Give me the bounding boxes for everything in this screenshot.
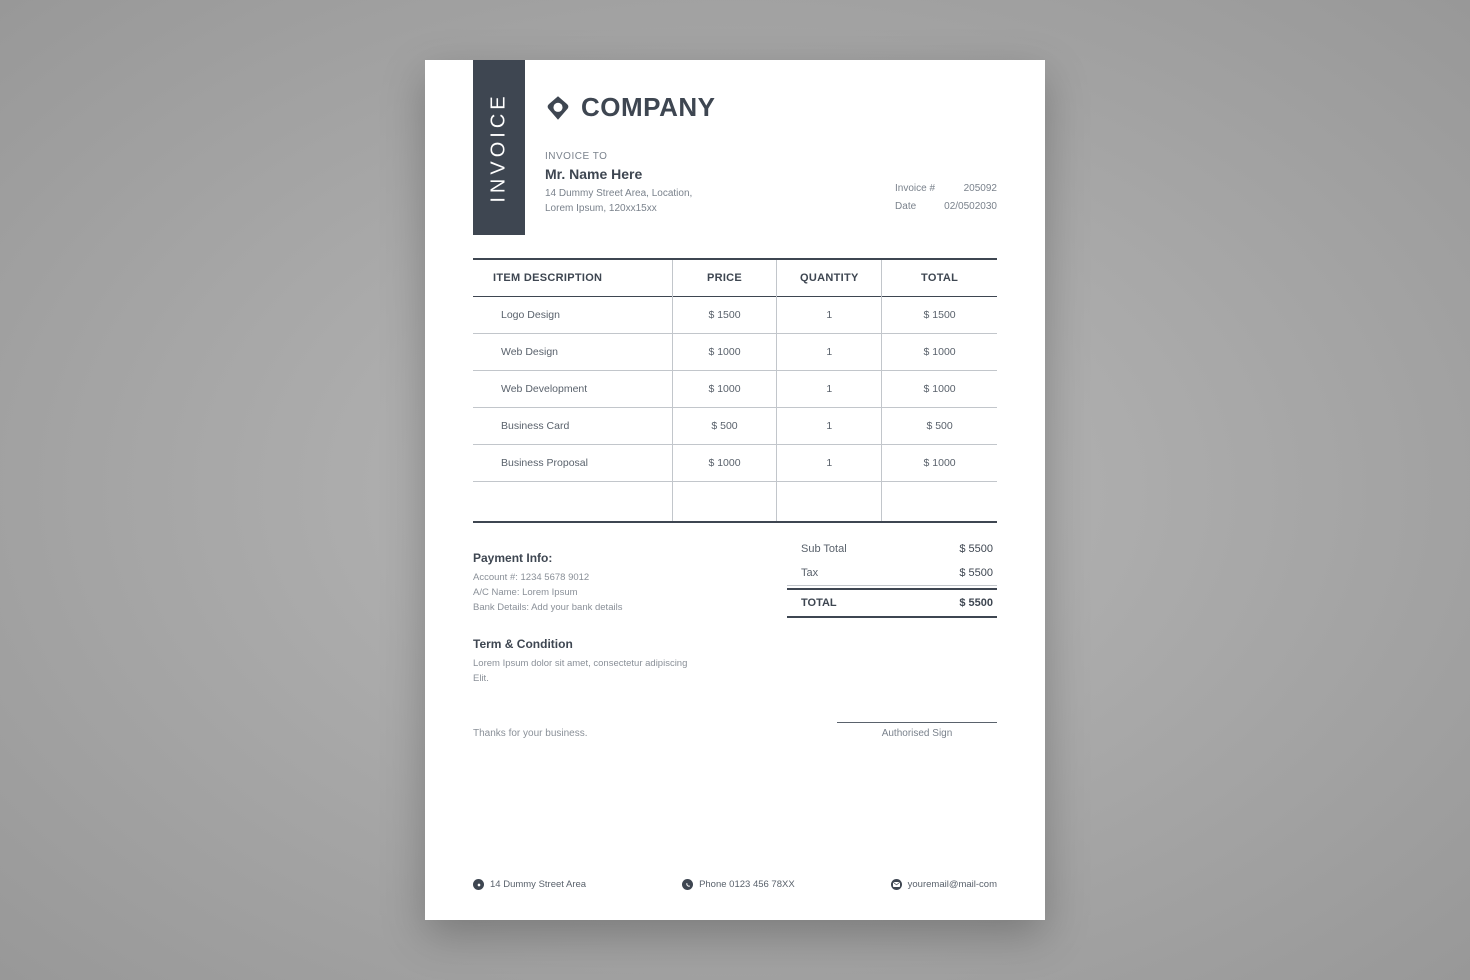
table-row: Web Development $ 1000 1 $ 1000 [473, 371, 997, 408]
phone-icon [682, 879, 693, 890]
items-table: ITEM DESCRIPTION PRICE QUANTITY TOTAL Lo… [473, 258, 997, 523]
company-name: COMPANY [581, 92, 715, 123]
col-total: TOTAL [882, 259, 997, 297]
payment-heading: Payment Info: [473, 551, 757, 565]
cell-qty: 1 [777, 445, 882, 482]
footer-email: youremail@mail-com [891, 879, 997, 890]
cell-qty: 1 [777, 297, 882, 334]
brand: COMPANY [545, 92, 997, 123]
footer-address: 14 Dummy Street Area [473, 879, 586, 890]
footer-address-text: 14 Dummy Street Area [490, 879, 586, 890]
grand-total-label: TOTAL [801, 597, 837, 609]
footer: 14 Dummy Street Area Phone 0123 456 78XX… [473, 879, 997, 890]
bill-to-address-2: Lorem Ipsum, 120xx15xx [545, 201, 692, 216]
cell-qty: 1 [777, 408, 882, 445]
terms-body: Lorem Ipsum dolor sit amet, consectetur … [473, 656, 693, 686]
subtotal-value: $ 5500 [959, 543, 993, 555]
bill-to-address-1: 14 Dummy Street Area, Location, [545, 186, 692, 201]
cell-qty: 1 [777, 371, 882, 408]
meta-row: INVOICE TO Mr. Name Here 14 Dummy Street… [545, 151, 997, 216]
terms-heading: Term & Condition [473, 637, 757, 651]
tax-row: Tax $ 5500 [787, 561, 997, 586]
below-section: Payment Info: Account #: 1234 5678 9012 … [473, 537, 997, 687]
invoice-tab-label: INVOICE [488, 92, 511, 202]
bill-to: INVOICE TO Mr. Name Here 14 Dummy Street… [545, 151, 692, 216]
payment-line-2: A/C Name: Lorem Ipsum [473, 585, 757, 600]
payment-line-1: Account #: 1234 5678 9012 [473, 570, 757, 585]
left-column: Payment Info: Account #: 1234 5678 9012 … [473, 537, 757, 687]
cell-price: $ 1000 [672, 334, 777, 371]
footer-phone-text: Phone 0123 456 78XX [699, 879, 795, 890]
table-row: Web Design $ 1000 1 $ 1000 [473, 334, 997, 371]
bill-to-name: Mr. Name Here [545, 166, 692, 182]
invoice-page: INVOICE COMPANY INVOICE TO Mr. Name Here… [425, 60, 1045, 920]
invoice-tab: INVOICE [473, 60, 525, 235]
subtotal-label: Sub Total [801, 543, 847, 555]
tax-value: $ 5500 [959, 567, 993, 579]
table-row: Business Card $ 500 1 $ 500 [473, 408, 997, 445]
grand-total-value: $ 5500 [959, 597, 993, 609]
cell-desc: Logo Design [473, 297, 672, 334]
invoice-date-label: Date [895, 198, 916, 216]
footer-phone: Phone 0123 456 78XX [682, 879, 795, 890]
cell-price: $ 1000 [672, 445, 777, 482]
bill-to-label: INVOICE TO [545, 151, 692, 162]
payment-line-3: Bank Details: Add your bank details [473, 600, 757, 615]
cell-total: $ 1000 [882, 445, 997, 482]
col-desc: ITEM DESCRIPTION [473, 259, 672, 297]
cell-desc: Business Proposal [473, 445, 672, 482]
cell-total: $ 1000 [882, 334, 997, 371]
signature-label: Authorised Sign [882, 728, 953, 739]
invoice-date-value: 02/0502030 [944, 198, 997, 216]
signature-line: Authorised Sign [837, 722, 997, 739]
table-row: Business Proposal $ 1000 1 $ 1000 [473, 445, 997, 482]
invoice-meta: Invoice # 205092 Date 02/0502030 [895, 180, 997, 216]
tax-label: Tax [801, 567, 818, 579]
location-icon [473, 879, 484, 890]
cell-desc: Web Development [473, 371, 672, 408]
thanks-text: Thanks for your business. [473, 728, 588, 739]
table-header-row: ITEM DESCRIPTION PRICE QUANTITY TOTAL [473, 259, 997, 297]
grand-total-row: TOTAL $ 5500 [787, 588, 997, 618]
col-qty: QUANTITY [777, 259, 882, 297]
cell-qty: 1 [777, 334, 882, 371]
invoice-number-value: 205092 [964, 180, 997, 198]
cell-total: $ 1000 [882, 371, 997, 408]
header: COMPANY INVOICE TO Mr. Name Here 14 Dumm… [473, 60, 997, 216]
invoice-number-label: Invoice # [895, 180, 935, 198]
footer-email-text: youremail@mail-com [908, 879, 997, 890]
cell-price: $ 500 [672, 408, 777, 445]
signature-row: Thanks for your business. Authorised Sig… [473, 722, 997, 739]
cell-price: $ 1000 [672, 371, 777, 408]
email-icon [891, 879, 902, 890]
col-price: PRICE [672, 259, 777, 297]
table-row: Logo Design $ 1500 1 $ 1500 [473, 297, 997, 334]
subtotal-row: Sub Total $ 5500 [787, 537, 997, 561]
totals: Sub Total $ 5500 Tax $ 5500 TOTAL $ 5500 [787, 537, 997, 687]
table-row-empty [473, 482, 997, 522]
cell-total: $ 1500 [882, 297, 997, 334]
logo-icon [545, 95, 571, 121]
cell-price: $ 1500 [672, 297, 777, 334]
cell-desc: Web Design [473, 334, 672, 371]
cell-total: $ 500 [882, 408, 997, 445]
cell-desc: Business Card [473, 408, 672, 445]
